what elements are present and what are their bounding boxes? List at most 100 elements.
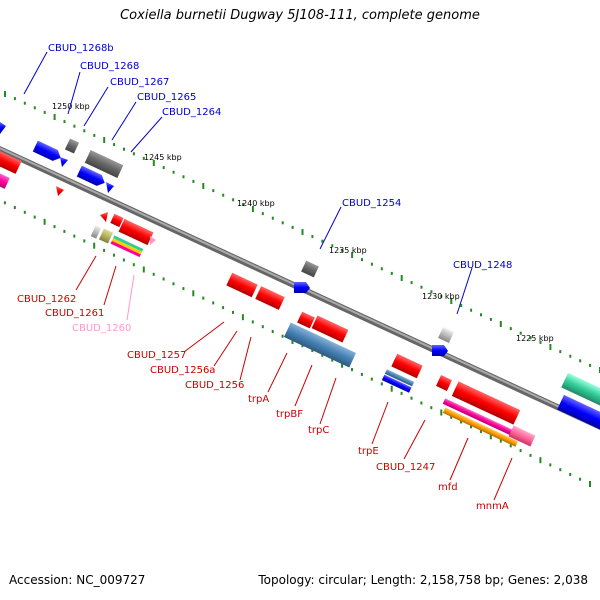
gene-label-CBUD_1256: CBUD_1256: [185, 380, 244, 391]
ruler-outer-tick: [13, 97, 16, 101]
ruler-outer-tick: [63, 120, 66, 124]
ruler-inner-tick: [241, 314, 244, 321]
ruler-inner-tick: [122, 258, 125, 262]
ruler-outer-tick: [103, 137, 106, 143]
gene-label-CBUD_1261: CBUD_1261: [45, 308, 104, 319]
gene-label-CBUD_1268b: CBUD_1268b: [48, 43, 114, 54]
gene-label-CBUD_1264: CBUD_1264: [162, 107, 221, 118]
ruler-outer-tick: [83, 129, 86, 133]
gene-label-CBUD_1254: CBUD_1254: [342, 198, 401, 209]
ruler-inner-tick: [509, 444, 512, 448]
ruler-label-1225: 1225 kbp: [516, 334, 554, 343]
genome-summary-text: Topology: circular; Length: 2,158,758 bp…: [258, 573, 588, 587]
ruler-outer-tick: [489, 317, 492, 321]
ruler-outer-tick: [529, 336, 532, 340]
ruler-inner-tick: [321, 353, 324, 357]
ruler-outer-tick: [430, 290, 433, 294]
ruler-inner-tick: [162, 277, 165, 281]
ruler-inner-tick: [3, 201, 6, 205]
ruler-outer-tick: [311, 235, 314, 239]
ruler-inner-tick: [499, 439, 502, 443]
ruler-inner-tick: [440, 409, 443, 416]
ruler-inner-tick: [132, 263, 135, 267]
gene-label-trpA: trpA: [248, 394, 269, 405]
ruler-outer-tick: [232, 198, 235, 202]
ruler-outer-tick: [450, 298, 453, 304]
ruler-outer-tick: [480, 313, 482, 317]
ruler-inner-tick: [212, 301, 215, 305]
ruler-inner-tick: [251, 320, 254, 324]
gene-label-mfd: mfd: [438, 482, 458, 493]
ruler-inner-tick: [222, 306, 225, 310]
ruler-label-1250: 1250 kbp: [52, 102, 90, 111]
ruler-outer-tick: [549, 344, 552, 350]
ruler-inner-tick: [579, 477, 582, 481]
ruler-outer-tick: [182, 175, 185, 179]
gene-label-CBUD_1248: CBUD_1248: [453, 260, 512, 271]
ruler-outer-tick: [470, 308, 473, 312]
ruler-outer-tick: [123, 147, 125, 151]
ruler-outer-tick: [361, 258, 363, 262]
ruler-outer-tick: [222, 193, 225, 197]
ruler-label-1245: 1245 kbp: [144, 153, 182, 162]
ruler-outer-tick: [202, 183, 205, 189]
ruler-outer-tick: [509, 327, 512, 331]
ruler-outer-tick: [53, 114, 56, 120]
ruler-outer-tick: [589, 363, 592, 367]
ruler-outer-tick: [162, 166, 165, 170]
ruler-inner-tick: [261, 325, 264, 329]
ruler-outer-tick: [4, 91, 6, 97]
ruler-outer-tick: [142, 156, 145, 160]
ruler-inner-tick: [53, 225, 56, 229]
ruler-inner-tick: [13, 206, 16, 209]
bottom-leader-lines: [75, 255, 513, 501]
ruler-outer-tick: [291, 225, 294, 229]
ruler-inner-tick: [331, 358, 334, 362]
ruler-outer-tick: [251, 206, 254, 212]
ruler-outer-tick: [33, 106, 36, 110]
gene-label-CBUD_1265: CBUD_1265: [137, 92, 196, 103]
ruler-outer-tick: [152, 160, 155, 166]
ruler-outer-tick: [440, 294, 443, 298]
ruler-outer-tick: [132, 152, 135, 156]
top-leader-lines: [23, 51, 473, 315]
ruler-outer-tick: [569, 354, 572, 358]
gene-label-trpC: trpC: [308, 425, 329, 436]
ruler-inner-tick: [341, 361, 344, 368]
ruler-outer-tick: [321, 239, 324, 243]
accession-text: Accession: NC_009727: [9, 573, 146, 587]
ruler-outer-tick: [351, 252, 354, 258]
gene-label-CBUD_1256a: CBUD_1256a: [150, 365, 215, 376]
ruler-label-1235: 1235 kbp: [329, 246, 367, 255]
ruler-inner-tick: [73, 234, 76, 238]
ruler-outer-tick: [539, 340, 542, 344]
ruler-inner-tick: [460, 420, 463, 424]
ruler-inner-tick: [569, 473, 572, 476]
ruler-outer-tick: [281, 221, 284, 225]
ruler-inner-tick: [479, 430, 482, 434]
ruler-inner-tick: [281, 334, 284, 338]
ruler-outer-tick: [192, 179, 195, 183]
ruler-outer-tick: [271, 216, 274, 220]
ruler-inner-tick: [529, 453, 532, 457]
ruler-label-1230: 1230 kbp: [422, 292, 460, 301]
ruler-outer-tick: [380, 267, 383, 271]
gene-label-CBUD_1247: CBUD_1247: [376, 462, 435, 473]
ruler-inner-tick: [23, 210, 26, 214]
ruler-inner-tick: [589, 481, 591, 487]
reverse-strand-genes: [90, 212, 536, 447]
ruler-inner-tick: [113, 253, 115, 257]
ruler-outer-tick: [579, 359, 582, 363]
ruler-inner-tick: [549, 463, 552, 467]
ruler-inner-tick: [489, 433, 492, 440]
ruler-inner-tick: [142, 266, 145, 273]
ruler-outer-tick: [93, 133, 96, 137]
ruler-inner-tick: [192, 290, 195, 297]
ruler-inner-tick: [539, 457, 542, 464]
ruler-inner-tick: [360, 372, 363, 376]
ruler-inner-tick: [420, 401, 423, 405]
ruler-inner-tick: [271, 330, 274, 333]
ruler-inner-tick: [559, 468, 562, 472]
gene-label-trpBF: trpBF: [276, 409, 303, 420]
